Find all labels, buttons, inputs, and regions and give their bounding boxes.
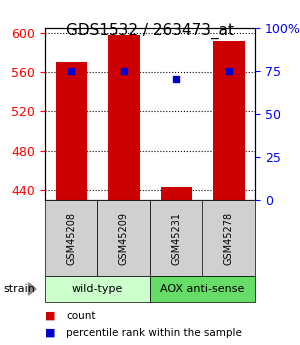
Text: GSM45278: GSM45278 [224, 211, 234, 265]
Text: ■: ■ [45, 328, 56, 338]
Polygon shape [28, 283, 36, 295]
Bar [56, 62, 87, 200]
Text: GSM45208: GSM45208 [66, 211, 76, 265]
Text: percentile rank within the sample: percentile rank within the sample [66, 328, 242, 338]
Text: GSM45209: GSM45209 [119, 211, 129, 265]
Text: count: count [66, 311, 95, 321]
Text: GDS1532 / 263473_at: GDS1532 / 263473_at [66, 22, 234, 39]
Text: GSM45231: GSM45231 [171, 211, 181, 265]
Bar [213, 41, 244, 200]
Text: ■: ■ [45, 311, 56, 321]
Text: wild-type: wild-type [72, 284, 123, 294]
Bar [108, 34, 140, 200]
Text: AOX anti-sense: AOX anti-sense [160, 284, 245, 294]
Text: strain: strain [3, 284, 35, 294]
Bar [160, 187, 192, 200]
